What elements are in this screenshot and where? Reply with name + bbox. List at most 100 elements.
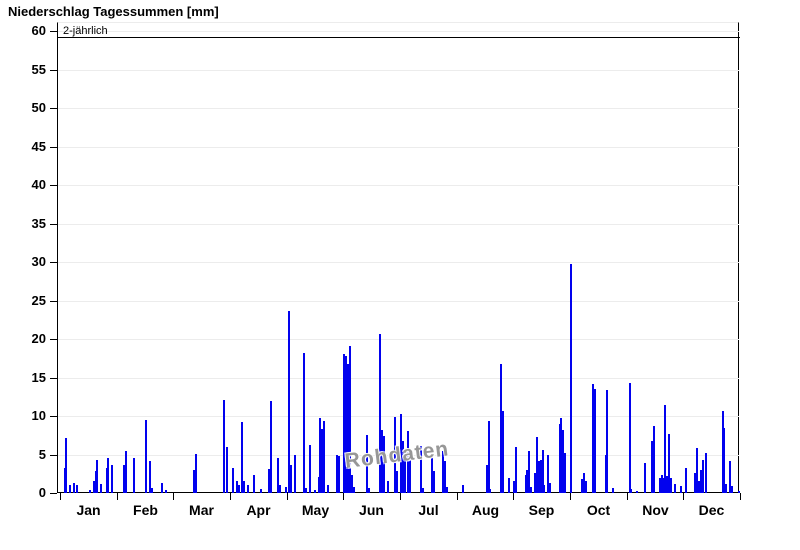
- y-axis-label: 50: [31, 100, 46, 115]
- precipitation-bar: [422, 488, 424, 493]
- precipitation-bar: [133, 458, 135, 493]
- y-gridline: [58, 70, 739, 71]
- x-axis-month-label: Jun: [359, 502, 384, 518]
- precipitation-bar: [290, 465, 292, 493]
- precipitation-bar: [500, 364, 502, 493]
- y-axis-label: 45: [31, 139, 46, 154]
- y-axis-label: 30: [31, 254, 46, 269]
- precipitation-bar: [353, 487, 355, 493]
- y-axis-label: 5: [38, 447, 46, 462]
- precipitation-bar: [314, 490, 316, 493]
- precipitation-bar: [515, 447, 517, 493]
- precipitation-bar: [513, 481, 515, 493]
- precipitation-bar: [96, 460, 98, 493]
- precipitation-bar: [729, 461, 731, 493]
- x-axis-month-label: May: [301, 502, 330, 518]
- precipitation-bar: [570, 264, 572, 493]
- chart-title: Niederschlag Tagessummen [mm]: [8, 4, 219, 19]
- plot-frame: [57, 22, 739, 493]
- precipitation-bar: [238, 485, 240, 493]
- precipitation-bar: [402, 441, 404, 493]
- precipitation-bar: [100, 484, 102, 493]
- precipitation-bar: [606, 390, 608, 493]
- precipitation-bar: [247, 485, 249, 493]
- y-gridline: [58, 31, 739, 32]
- x-axis-tick: [683, 493, 684, 500]
- y-axis-tick: [50, 31, 57, 32]
- precipitation-bar: [442, 451, 444, 493]
- precipitation-bar: [303, 353, 305, 493]
- precipitation-bar: [698, 481, 700, 493]
- precipitation-bar: [502, 411, 504, 493]
- x-axis-month-label: Apr: [246, 502, 271, 518]
- precipitation-bar: [540, 460, 542, 493]
- y-gridline: [58, 455, 739, 456]
- y-gridline: [58, 378, 739, 379]
- precipitation-bar: [161, 483, 163, 493]
- precipitation-bar: [585, 481, 587, 493]
- precipitation-bar: [338, 456, 340, 493]
- precipitation-bar: [685, 468, 687, 493]
- precipitation-bar: [549, 483, 551, 493]
- precipitation-bar: [409, 453, 411, 493]
- y-axis-tick: [50, 185, 57, 186]
- y-axis-tick: [50, 147, 57, 148]
- precipitation-bar: [343, 354, 345, 493]
- x-axis-tick: [570, 493, 571, 500]
- precipitation-bar: [508, 478, 510, 493]
- precipitation-bar: [309, 445, 311, 493]
- precipitation-bar: [149, 461, 151, 493]
- y-axis-label: 60: [31, 23, 46, 38]
- y-axis-tick: [50, 224, 57, 225]
- precipitation-bar: [368, 488, 370, 493]
- precipitation-bar: [594, 389, 596, 493]
- precipitation-bar: [661, 475, 663, 493]
- precipitation-bar: [489, 489, 491, 493]
- precipitation-bar: [232, 468, 234, 493]
- precipitation-bar: [538, 461, 540, 493]
- precipitation-bar: [223, 400, 225, 493]
- precipitation-bar: [243, 481, 245, 493]
- precipitation-bar: [670, 478, 672, 493]
- precipitation-bar: [305, 488, 307, 493]
- x-axis-month-label: Aug: [471, 502, 500, 518]
- y-axis-label: 10: [31, 408, 46, 423]
- precipitation-bar: [260, 489, 262, 493]
- precipitation-bar: [351, 475, 353, 493]
- x-axis-month-label: Feb: [133, 502, 158, 518]
- y-gridline: [58, 185, 739, 186]
- precipitation-bar: [76, 485, 78, 493]
- precipitation-bar: [664, 405, 666, 493]
- precipitation-bar: [236, 481, 238, 493]
- y-axis-label: 25: [31, 293, 46, 308]
- precipitation-bar: [705, 453, 707, 493]
- precipitation-bar: [562, 430, 564, 493]
- y-axis-tick: [50, 70, 57, 71]
- precipitation-bar: [547, 455, 549, 493]
- precipitation-bar: [680, 486, 682, 493]
- precipitation-bar: [592, 384, 594, 493]
- x-axis-month-label: Oct: [586, 502, 611, 518]
- y-gridline: [58, 301, 739, 302]
- y-gridline: [58, 108, 739, 109]
- precipitation-bar: [564, 453, 566, 493]
- precipitation-bar: [420, 446, 422, 493]
- x-axis-tick: [400, 493, 401, 500]
- y-axis-tick: [50, 493, 57, 494]
- precipitation-bar: [383, 436, 385, 493]
- precipitation-bar: [125, 451, 127, 493]
- precipitation-bar: [366, 435, 368, 493]
- precipitation-bar: [387, 481, 389, 493]
- precipitation-bar: [279, 485, 281, 493]
- precipitation-bar: [319, 418, 321, 493]
- x-axis-month-label: Jul: [418, 502, 439, 518]
- x-axis-tick: [513, 493, 514, 500]
- precipitation-bar: [659, 478, 661, 493]
- precipitation-bar: [543, 485, 545, 493]
- precipitation-bar: [488, 421, 490, 493]
- precipitation-bar: [696, 448, 698, 493]
- precipitation-bar: [702, 460, 704, 493]
- precipitation-bar: [165, 490, 167, 493]
- y-gridline: [58, 224, 739, 225]
